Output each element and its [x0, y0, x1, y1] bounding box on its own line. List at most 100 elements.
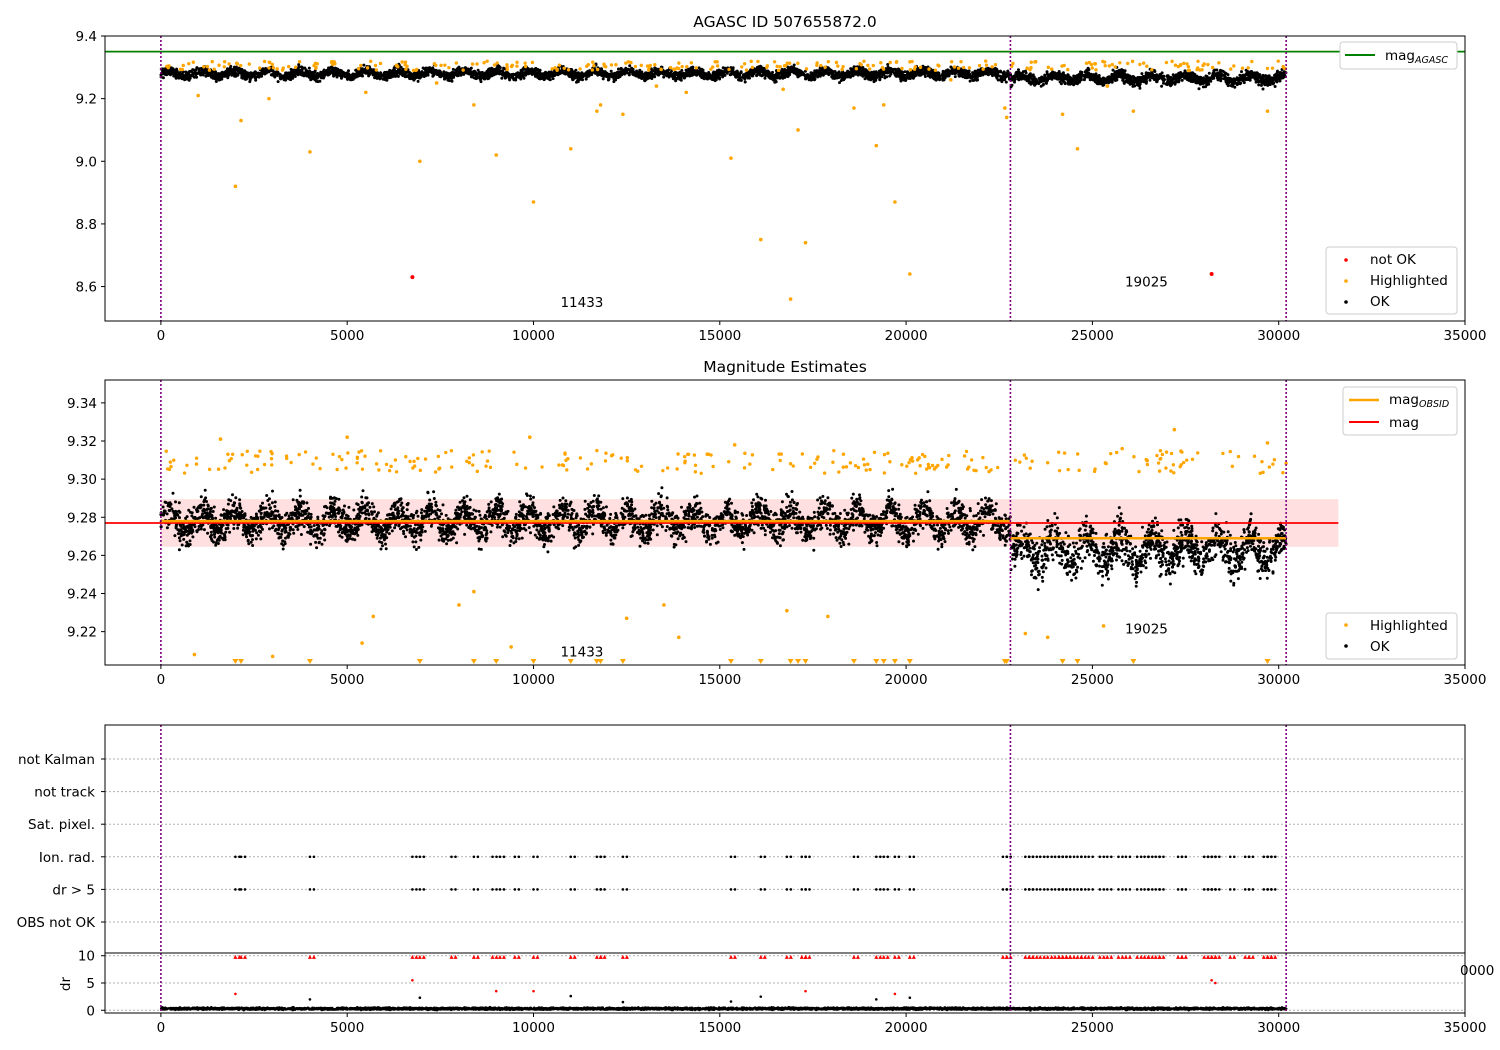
- ok-point: [259, 72, 263, 76]
- ok-point: [1031, 73, 1035, 77]
- ok-point: [1017, 68, 1020, 72]
- ok-point: [1069, 80, 1073, 84]
- ok-point: [614, 78, 618, 82]
- ok-point: [409, 72, 413, 76]
- ok-point: [438, 69, 442, 73]
- ok-point: [422, 72, 426, 76]
- ok-point: [1223, 71, 1227, 75]
- ok-point: [725, 71, 729, 75]
- ok-point: [878, 70, 882, 74]
- ok-point: [999, 70, 1003, 74]
- ok-point: [1070, 77, 1074, 80]
- ok-point: [478, 72, 482, 76]
- ok-point: [299, 65, 303, 69]
- ok-point: [1276, 77, 1280, 81]
- ok-point: [789, 67, 793, 71]
- ok-point: [194, 71, 198, 75]
- ok-point: [1004, 80, 1008, 84]
- ok-point: [498, 69, 502, 73]
- ok-point: [459, 73, 463, 77]
- ok-point: [250, 73, 254, 76]
- ok-point: [1131, 84, 1135, 88]
- ok-point: [1261, 87, 1265, 91]
- ok-point: [628, 64, 632, 68]
- ok-point: [1193, 72, 1197, 76]
- ok-point: [690, 72, 694, 76]
- ok-point: [827, 73, 831, 77]
- ok-point: [829, 68, 833, 72]
- ok-point: [470, 74, 474, 78]
- ok-point: [578, 73, 582, 77]
- ok-point: [906, 75, 910, 79]
- ok-point: [1103, 79, 1107, 83]
- ok-point: [167, 69, 171, 73]
- ok-point: [598, 73, 602, 77]
- ok-point: [476, 68, 480, 72]
- ok-point: [902, 74, 906, 77]
- ok-point: [273, 75, 277, 79]
- ok-point: [816, 71, 820, 75]
- ok-point: [584, 72, 588, 76]
- ok-point: [1023, 74, 1027, 78]
- ok-point: [627, 73, 631, 77]
- ok-point: [343, 75, 347, 79]
- ok-point: [874, 78, 878, 82]
- ok-point: [713, 79, 717, 83]
- ok-point: [367, 74, 371, 78]
- ok-point: [383, 76, 387, 80]
- ok-point: [419, 71, 423, 74]
- ok-point: [986, 73, 990, 77]
- ok-point: [774, 79, 778, 83]
- ok-point: [889, 66, 893, 70]
- ok-point: [453, 71, 456, 75]
- ok-point: [1088, 78, 1092, 82]
- ok-point: [845, 73, 849, 77]
- ok-point: [269, 69, 273, 73]
- ok-point: [516, 71, 520, 75]
- ok-point: [843, 76, 847, 80]
- ok-point: [941, 72, 945, 76]
- ok-point: [613, 75, 617, 79]
- ok-point: [404, 70, 408, 74]
- ok-point: [456, 73, 460, 77]
- ok-point: [1037, 77, 1041, 80]
- ok-point: [1044, 81, 1048, 85]
- ok-point: [1257, 83, 1261, 87]
- ok-point: [468, 68, 472, 72]
- panel-agasc-title: AGASC ID 507655872.0: [693, 13, 877, 31]
- ok-point: [829, 71, 833, 75]
- ok-point: [860, 70, 864, 74]
- ok-point: [742, 75, 746, 79]
- ok-point: [842, 71, 846, 75]
- ok-point: [839, 73, 843, 77]
- ok-point: [674, 77, 678, 81]
- ok-point: [567, 72, 571, 75]
- ok-point: [431, 66, 435, 70]
- ok-point: [291, 74, 295, 78]
- ok-point: [1160, 84, 1164, 88]
- ok-point: [1056, 77, 1060, 81]
- ok-point: [1197, 87, 1201, 91]
- ok-point: [551, 77, 555, 81]
- ok-point: [992, 70, 995, 74]
- ok-point: [1005, 73, 1009, 77]
- ok-point: [834, 73, 838, 77]
- ok-point: [1211, 74, 1215, 78]
- ok-point: [721, 66, 725, 70]
- ok-point: [1083, 76, 1087, 80]
- ok-point: [435, 72, 439, 76]
- ok-point: [276, 80, 280, 84]
- ok-point: [734, 75, 737, 79]
- ok-point: [766, 70, 770, 74]
- ok-point: [1072, 74, 1076, 78]
- ok-point: [1084, 73, 1087, 77]
- ok-point: [910, 71, 914, 74]
- ok-point: [804, 77, 808, 81]
- ok-point: [1242, 73, 1246, 77]
- ok-point: [1078, 79, 1082, 83]
- ok-point: [1000, 80, 1004, 84]
- ok-point: [868, 73, 872, 76]
- ok-point: [683, 75, 687, 79]
- ok-point: [864, 74, 868, 78]
- ok-point: [1227, 81, 1231, 85]
